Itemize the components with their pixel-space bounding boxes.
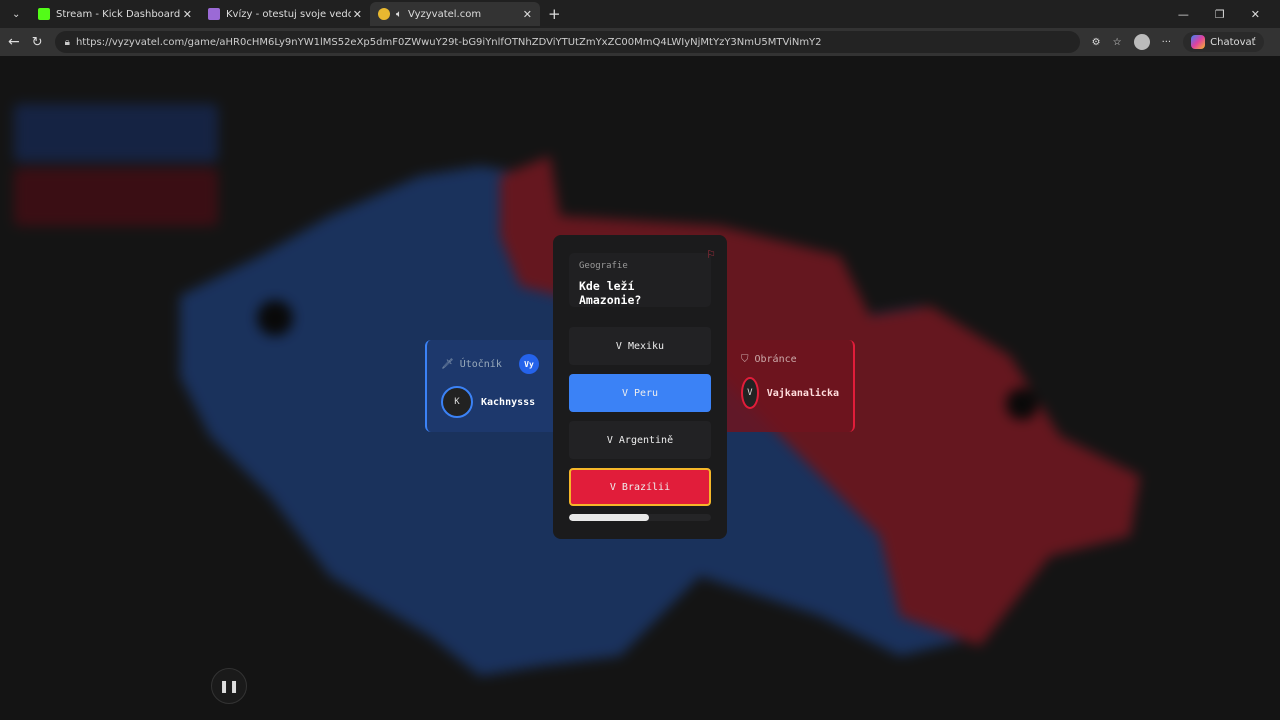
tab-vyzyvatel[interactable]: 🔈︎ Vyzyvatel.com ✕: [370, 2, 540, 26]
speaker-icon[interactable]: 🔈︎: [396, 8, 402, 20]
pause-button[interactable]: ❚❚: [211, 668, 247, 704]
tab-list-button[interactable]: ⌄: [12, 8, 21, 20]
vyzyvatel-icon: [378, 8, 390, 20]
report-flag-icon[interactable]: ⚐: [707, 247, 715, 262]
defender-role: Obránce: [754, 354, 797, 365]
more-icon[interactable]: ···: [1161, 36, 1172, 48]
sword-icon: 🗡︎: [441, 358, 454, 370]
close-icon[interactable]: ✕: [352, 7, 362, 21]
favorites-icon[interactable]: ☆: [1112, 36, 1122, 48]
close-icon[interactable]: ✕: [182, 7, 192, 21]
attacker-card: 🗡︎ Útočník Vy K Kachnysss: [425, 340, 553, 432]
tab-bar: ⌄ Stream - Kick Dashboard ✕ Kvízy - otest…: [0, 0, 1280, 28]
minimize-button[interactable]: —: [1177, 7, 1189, 21]
lock-icon: 🔒︎: [64, 36, 70, 48]
defender-name: Vajkanalicka: [766, 387, 839, 399]
you-badge: Vy: [519, 354, 539, 374]
defender-card: ⛉ Obránce V Vajkanalicka: [727, 340, 855, 432]
attacker-name: Kachnysss: [481, 396, 536, 408]
extensions-icon[interactable]: ⚙: [1091, 36, 1101, 48]
question-category: Geografie: [579, 261, 628, 271]
timer-progress-fill: [569, 514, 649, 521]
url-text: https://vyzyvatel.com/game/aHR0cHM6Ly9nY…: [75, 36, 822, 48]
copilot-icon: [1191, 35, 1206, 49]
question-modal: ⚐ Geografie Kde leží Amazonie? V Mexiku …: [553, 235, 727, 539]
close-window-button[interactable]: ✕: [1250, 7, 1260, 21]
new-tab-button[interactable]: +: [548, 5, 561, 23]
timer-progress-bar: [569, 514, 711, 521]
tab-title: Vyzyvatel.com: [408, 8, 482, 20]
url-field[interactable]: 🔒︎ https://vyzyvatel.com/game/aHR0cHM6Ly9…: [54, 31, 1080, 53]
back-icon[interactable]: ←: [8, 34, 20, 50]
tab-title: Kvízy - otestuj svoje vedomosti! -: [226, 8, 351, 20]
question-box: Geografie Kde leží Amazonie?: [569, 253, 711, 307]
reload-icon[interactable]: ↻: [31, 34, 43, 50]
copilot-chat-button[interactable]: Chatovať: [1183, 32, 1264, 52]
tab-kvizy[interactable]: Kvízy - otestuj svoje vedomosti! - ✕: [200, 2, 370, 26]
avatar: V: [741, 377, 759, 409]
tab-title: Stream - Kick Dashboard: [56, 8, 181, 20]
close-icon[interactable]: ✕: [522, 7, 532, 21]
question-text: Kde leží Amazonie?: [579, 279, 642, 307]
tab-kick[interactable]: Stream - Kick Dashboard ✕: [30, 2, 200, 26]
profile-avatar[interactable]: [1133, 34, 1150, 50]
maximize-button[interactable]: ❐: [1214, 7, 1225, 21]
kick-icon: [38, 8, 50, 20]
answer-button[interactable]: V Brazílii: [569, 468, 711, 506]
kvizy-icon: [208, 8, 220, 20]
answer-button[interactable]: V Mexiku: [569, 327, 711, 365]
avatar: K: [441, 386, 473, 418]
attacker-role: Útočník: [459, 358, 502, 370]
shield-icon: ⛉: [741, 354, 749, 365]
address-bar-row: ← ↻ 🔒︎ https://vyzyvatel.com/game/aHR0cHM…: [0, 28, 1280, 56]
answer-button[interactable]: V Argentině: [569, 421, 711, 459]
chat-label: Chatovať: [1210, 36, 1256, 48]
answer-button[interactable]: V Peru: [569, 374, 711, 412]
